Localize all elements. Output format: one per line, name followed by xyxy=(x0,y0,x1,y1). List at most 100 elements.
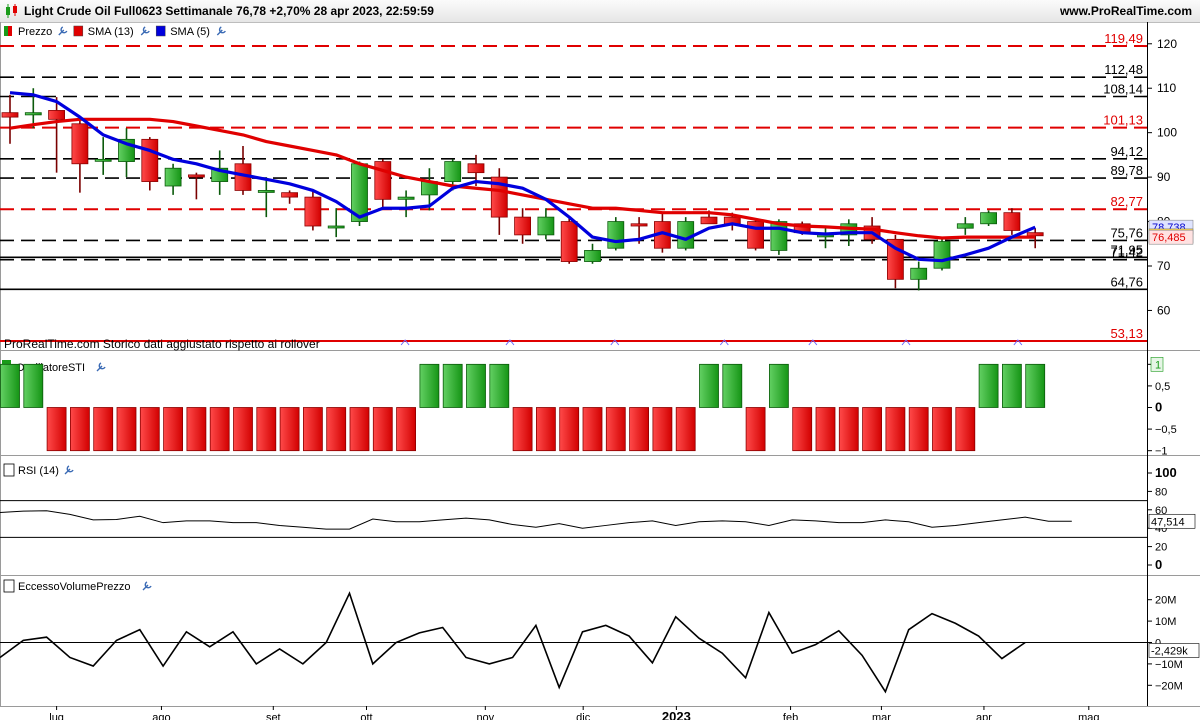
y-tick-label: 120 xyxy=(1157,37,1177,51)
candle xyxy=(444,159,462,191)
sti-bar xyxy=(1025,363,1046,408)
candle-body xyxy=(141,138,159,182)
evp-panel: EccessoVolumePrezzo20M10M0−10M−20M-2,429… xyxy=(0,579,1200,694)
candle xyxy=(118,128,135,178)
sti-bar xyxy=(93,407,114,452)
y-tick-label: 110 xyxy=(1157,81,1176,95)
price-legend: Prezzo SMA (13) SMA (5) xyxy=(4,25,226,38)
sti-bar xyxy=(536,407,556,452)
sti-bar xyxy=(139,407,160,452)
sti-bar xyxy=(326,407,347,452)
sti-bar xyxy=(116,407,137,452)
title-bar: Light Crude Oil Full0623 Settimanale 76,… xyxy=(0,0,1200,23)
sti-bar xyxy=(186,407,207,452)
sti-bar xyxy=(629,407,649,452)
legend-label: SMA (5) xyxy=(170,26,210,38)
level-label: 75,76 xyxy=(1110,225,1143,240)
candle xyxy=(257,177,275,218)
level-label: 71,95 xyxy=(1110,242,1143,257)
sti-bar xyxy=(372,407,393,452)
candle xyxy=(304,190,322,231)
y-tick-label: 20M xyxy=(1155,595,1176,607)
candle xyxy=(420,168,438,211)
candle xyxy=(560,217,578,264)
sti-bar xyxy=(489,363,510,408)
candle xyxy=(397,190,415,218)
sti-bar xyxy=(605,407,626,452)
y-tick-label: 60 xyxy=(1155,505,1167,517)
legend-label: SMA (13) xyxy=(88,26,134,38)
candle xyxy=(71,119,89,193)
sti-bar xyxy=(699,363,719,408)
candle xyxy=(234,146,252,195)
sma5-line xyxy=(9,91,1036,263)
candle xyxy=(514,208,531,244)
sti-bar xyxy=(932,407,952,452)
level-label: 89,78 xyxy=(1110,163,1143,178)
sti-bar xyxy=(46,407,67,452)
candle xyxy=(94,137,112,175)
rsi-last-badge xyxy=(1148,513,1196,529)
x-tick-label: dic xyxy=(576,712,591,720)
sti-bar xyxy=(815,407,836,452)
candle xyxy=(374,159,392,209)
level-label: 101,13 xyxy=(1103,113,1143,128)
site-url[interactable]: www.ProRealTime.com xyxy=(1059,4,1192,18)
candle xyxy=(187,172,205,200)
sti-bar xyxy=(466,363,486,408)
x-tick-label: ott xyxy=(360,712,372,720)
sti-bar xyxy=(233,407,253,452)
candle-body xyxy=(71,123,89,165)
candlestick-logo-icon xyxy=(6,4,17,18)
candle xyxy=(956,217,974,235)
sti-bar xyxy=(349,407,370,452)
candle-body xyxy=(956,223,974,229)
sti-bar xyxy=(955,407,976,452)
candle-body xyxy=(607,221,625,249)
level-label: 53,13 xyxy=(1110,326,1143,341)
candle xyxy=(607,217,625,251)
series-color-swatch xyxy=(155,25,166,37)
level-label: 119,49 xyxy=(1104,31,1143,46)
legend-label: Prezzo xyxy=(18,26,52,38)
candle-body xyxy=(187,174,205,178)
x-tick-label: feb xyxy=(783,712,798,720)
candle-body xyxy=(304,196,322,227)
candle-body xyxy=(630,223,648,227)
x-tick-label: mag xyxy=(1078,712,1099,720)
y-tick-label: −20M xyxy=(1155,680,1183,692)
sti-bar xyxy=(792,407,813,452)
sti-bar xyxy=(862,407,882,452)
y-tick-label: 70 xyxy=(1157,259,1171,273)
sti-bar xyxy=(652,407,673,452)
y-tick-label: 10M xyxy=(1155,616,1176,628)
sti-bar xyxy=(23,363,44,408)
sti-bar xyxy=(722,363,743,408)
y-tick-label: 90 xyxy=(1157,170,1171,184)
candle xyxy=(1003,208,1021,235)
sti-bar xyxy=(396,407,417,452)
sti-bar xyxy=(279,407,300,452)
candle-body xyxy=(677,221,695,249)
sti-bar xyxy=(442,363,463,408)
rsi-title: RSI (14) xyxy=(18,465,59,477)
candle-body xyxy=(257,190,275,193)
candle-body xyxy=(1026,232,1044,237)
y-tick-label: 60 xyxy=(1157,303,1171,317)
rollover-marker-icon xyxy=(808,339,818,346)
candle-body xyxy=(397,196,415,200)
sti-bar xyxy=(1002,363,1022,408)
candle-body xyxy=(490,176,508,218)
y-tick-label: 0 xyxy=(1155,400,1162,415)
sti-bar xyxy=(302,407,323,452)
x-axis: lug ago set ott nov dic 2023 feb mar apr mag xyxy=(49,706,1099,720)
candle xyxy=(817,228,834,249)
candle xyxy=(327,208,345,238)
candle xyxy=(141,137,159,191)
sti-bar xyxy=(885,407,906,452)
candle xyxy=(48,97,65,173)
candle xyxy=(537,208,555,240)
sti-bar xyxy=(675,407,696,452)
